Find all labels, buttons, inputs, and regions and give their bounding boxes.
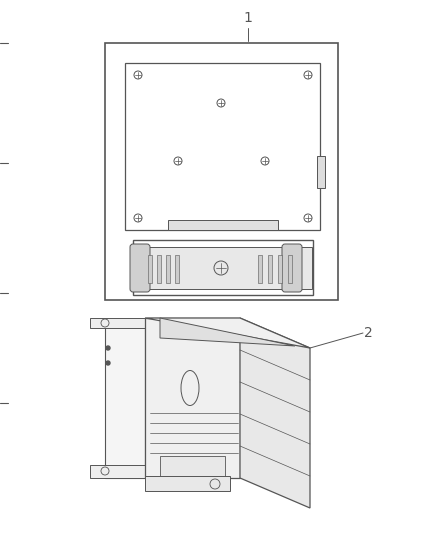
Bar [278, 255, 282, 283]
Polygon shape [105, 323, 145, 478]
Text: 2: 2 [364, 326, 372, 340]
Bar [258, 255, 262, 283]
Bar [175, 255, 179, 283]
FancyBboxPatch shape [130, 244, 150, 292]
Bar [157, 255, 161, 283]
Bar [168, 220, 278, 230]
Polygon shape [90, 465, 145, 478]
Polygon shape [90, 318, 145, 328]
Bar [140, 247, 312, 289]
Text: 1: 1 [244, 11, 252, 25]
Bar [288, 255, 292, 283]
Bar [317, 156, 325, 188]
Polygon shape [240, 318, 310, 508]
Polygon shape [145, 476, 230, 491]
FancyBboxPatch shape [282, 244, 302, 292]
Circle shape [106, 361, 110, 365]
Bar [125, 63, 320, 230]
Bar [133, 240, 313, 295]
Bar [148, 255, 152, 283]
Polygon shape [145, 318, 240, 478]
Polygon shape [160, 318, 295, 346]
Polygon shape [145, 318, 310, 348]
Circle shape [106, 346, 110, 350]
Bar [268, 255, 272, 283]
Bar [105, 43, 338, 300]
Bar [166, 255, 170, 283]
Bar [160, 456, 225, 478]
